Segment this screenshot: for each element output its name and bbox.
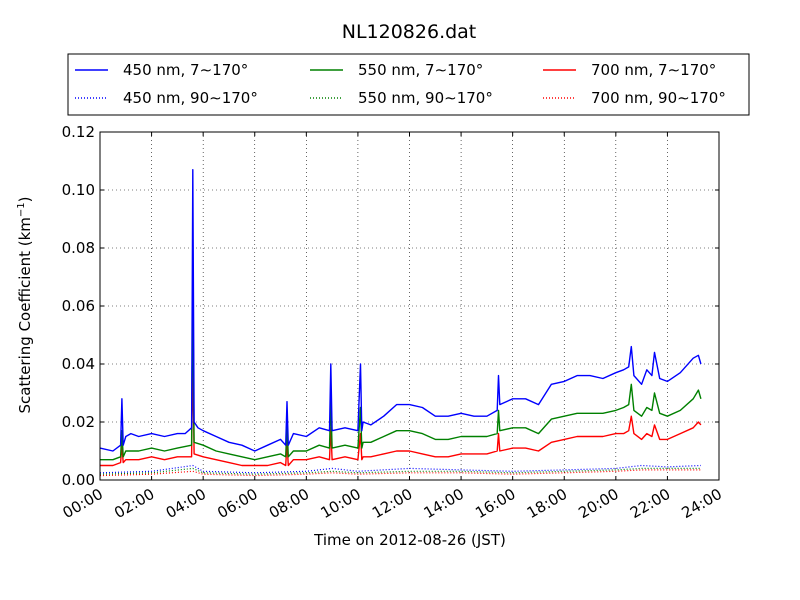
legend-items: 450 nm, 7∼170° 550 nm, 7∼170° 700 nm, 7∼17…: [75, 61, 726, 107]
legend-label: 700 nm, 90∼170°: [591, 89, 726, 107]
legend-label: 550 nm, 7∼170°: [358, 61, 483, 79]
legend-label: 550 nm, 90∼170°: [358, 89, 493, 107]
legend: 450 nm, 7∼170° 550 nm, 7∼170° 700 nm, 7∼17…: [67, 53, 750, 116]
legend-label: 700 nm, 7∼170°: [591, 61, 716, 79]
y-tick-label: 0.06: [62, 297, 95, 315]
y-axis-label-superscript: −1: [16, 202, 27, 217]
legend-box: [67, 53, 750, 116]
legend-label: 450 nm, 7∼170°: [123, 61, 248, 79]
y-axis-label-main: Scattering Coefficient (km: [16, 217, 34, 413]
plot-series: [99, 168, 702, 477]
chart-title: NL120826.dat: [342, 21, 477, 43]
y-axis-label: Scattering Coefficient (km−1): [16, 196, 34, 413]
y-tick-label: 0.12: [62, 123, 95, 141]
legend-label: 450 nm, 90∼170°: [123, 89, 258, 107]
y-tick-labels: 0.00 0.02 0.04 0.06 0.08 0.10 0.12: [62, 123, 95, 489]
series-line: [99, 464, 701, 474]
axis-ticks: [99, 131, 720, 481]
y-tick-label: 0.00: [62, 471, 95, 489]
y-tick-label: 0.02: [62, 413, 95, 431]
y-tick-label: 0.04: [62, 355, 95, 373]
x-axis-label: Time on 2012-08-26 (JST): [313, 531, 506, 549]
series-line: [99, 168, 702, 452]
y-tick-label: 0.10: [62, 181, 95, 199]
y-tick-label: 0.08: [62, 239, 95, 257]
y-axis-label-close: ): [16, 196, 34, 202]
